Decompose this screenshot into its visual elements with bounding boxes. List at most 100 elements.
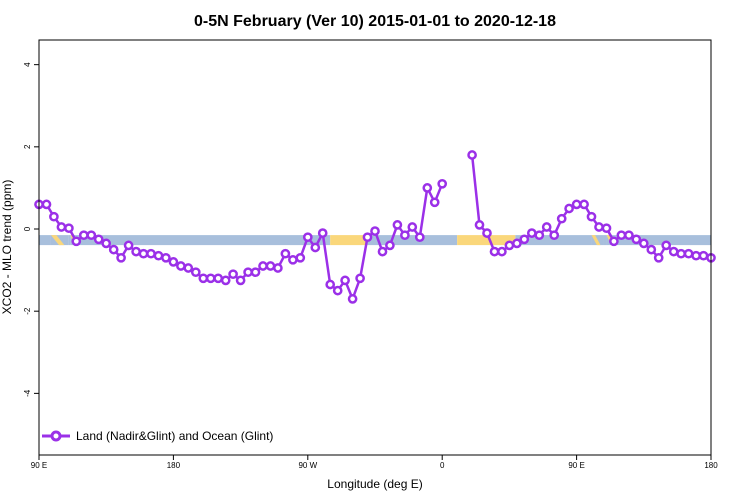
data-point	[526, 228, 537, 238]
legend-marker	[50, 430, 62, 442]
data-point	[467, 150, 477, 160]
data-point	[116, 252, 126, 263]
data-point	[190, 267, 201, 278]
data-point	[541, 222, 552, 232]
data-point	[370, 226, 380, 236]
surface-segment-land	[457, 235, 516, 246]
x-tick-label: 180	[704, 461, 718, 470]
data-point	[579, 199, 589, 210]
data-point	[646, 244, 657, 255]
data-point	[609, 236, 619, 247]
surface-segment-mixed-stripe	[591, 235, 601, 246]
surface-segment-mixed-stripe	[50, 235, 65, 246]
surface-segment-ocean	[515, 235, 592, 246]
data-point	[377, 246, 388, 257]
y-tick-label: -2	[23, 307, 32, 315]
data-point	[258, 261, 268, 271]
data-point	[414, 232, 425, 243]
data-point	[638, 238, 649, 249]
legend: Land (Nadir&Glint) and Ocean (Glint)	[42, 429, 273, 443]
data-point	[385, 240, 395, 251]
data-point	[250, 267, 261, 278]
y-tick-label: 2	[23, 144, 32, 149]
data-point	[153, 250, 164, 261]
surface-segment-ocean	[616, 235, 711, 246]
data-point	[691, 250, 701, 261]
data-point	[123, 240, 134, 251]
data-point	[86, 230, 97, 241]
data-point	[497, 246, 507, 257]
surface-segment-ocean	[367, 235, 458, 246]
data-point	[265, 261, 276, 271]
data-point	[302, 232, 313, 243]
data-point	[362, 232, 373, 243]
surface-segment-ocean	[79, 235, 331, 246]
data-point	[64, 223, 74, 234]
data-point	[280, 248, 291, 259]
data-point	[101, 238, 112, 249]
data-point	[429, 197, 440, 208]
data-point	[683, 248, 694, 259]
data-point	[138, 248, 149, 259]
data-point	[49, 211, 59, 222]
data-point	[56, 222, 67, 232]
surface-segment-land	[330, 235, 368, 246]
data-point	[213, 273, 224, 284]
surface-segment-ocean	[68, 235, 71, 246]
data-point	[661, 240, 672, 251]
data-point	[586, 211, 597, 222]
data-point	[71, 236, 82, 247]
data-point	[168, 257, 179, 267]
data-point	[676, 248, 686, 259]
x-axis-label: Longitude (deg E)	[327, 477, 422, 491]
data-point	[601, 223, 612, 234]
data-point	[198, 273, 209, 284]
data-point	[571, 199, 582, 210]
data-point	[392, 220, 403, 230]
x-tick-label: 90 E	[31, 461, 47, 470]
data-point	[93, 234, 104, 245]
data-point	[317, 228, 328, 238]
x-tick-label: 0	[440, 461, 445, 470]
surface-segment-ocean	[39, 235, 51, 246]
data-point	[400, 230, 410, 241]
data-point	[108, 244, 119, 255]
data-point	[556, 213, 567, 224]
x-tick-label: 180	[167, 461, 181, 470]
data-point	[668, 246, 679, 257]
data-point	[205, 273, 216, 284]
series-layer	[34, 150, 716, 304]
data-point	[131, 246, 141, 257]
data-point	[631, 234, 642, 245]
data-point	[183, 263, 194, 273]
data-point	[519, 234, 530, 245]
data-point	[288, 254, 298, 265]
data-point	[146, 248, 156, 259]
data-point	[355, 273, 365, 284]
data-point	[422, 183, 433, 193]
y-axis: 4 2 0 -2 -4	[23, 62, 39, 397]
x-tick-label: 90 E	[568, 461, 584, 470]
chart-title: 0-5N February (Ver 10) 2015-01-01 to 202…	[194, 13, 556, 30]
data-point	[653, 252, 664, 263]
data-point	[504, 240, 515, 251]
data-point	[616, 230, 627, 241]
data-point	[347, 294, 358, 304]
y-tick-label: -4	[23, 389, 32, 397]
data-point	[564, 203, 574, 214]
data-point	[161, 252, 171, 263]
data-point	[549, 230, 560, 241]
data-point	[273, 263, 283, 273]
data-point	[295, 252, 306, 263]
data-point	[407, 222, 418, 232]
data-point	[243, 267, 253, 278]
y-tick-label: 0	[23, 226, 32, 231]
surface-segment-ocean	[603, 235, 607, 246]
data-point	[594, 222, 604, 232]
data-point	[624, 230, 634, 241]
legend-label: Land (Nadir&Glint) and Ocean (Glint)	[76, 429, 273, 443]
data-point	[310, 242, 321, 253]
data-point	[474, 220, 485, 230]
data-point	[437, 178, 448, 189]
